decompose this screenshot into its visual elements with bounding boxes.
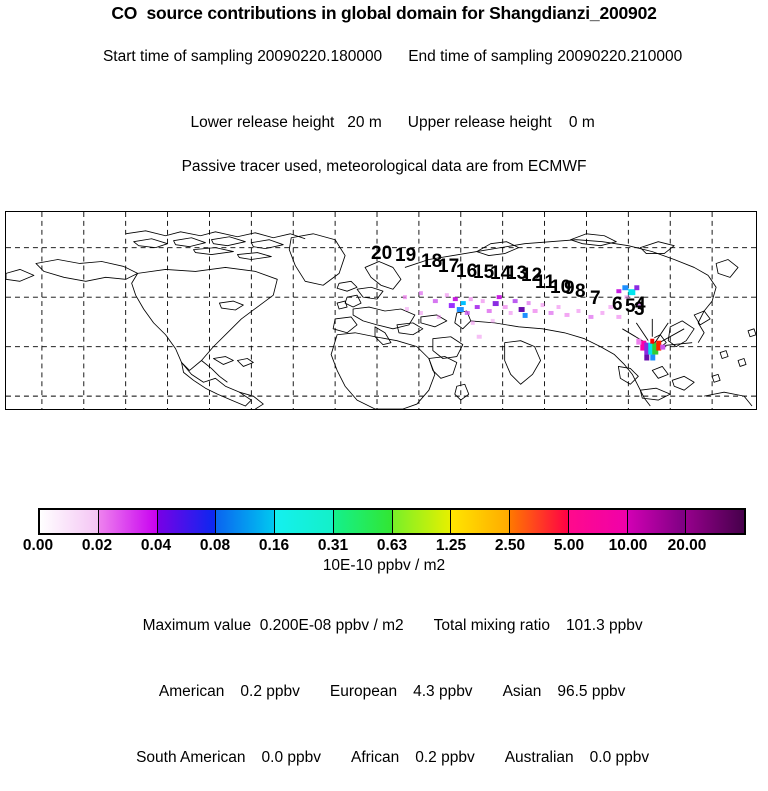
end-time-value: 20090220.210000 bbox=[557, 48, 683, 65]
region-name-australian: Australian bbox=[504, 749, 574, 766]
region-name-european: European bbox=[329, 683, 398, 700]
colorbar-segment-5 bbox=[333, 510, 393, 533]
release-height-line: Lower release height 20 m Upper release h… bbox=[0, 90, 768, 156]
trajectory-hour-label-8: 8 bbox=[575, 281, 586, 302]
method-note: Passive tracer used, meteorological data… bbox=[181, 158, 587, 175]
colorbar-tick-2: 0.04 bbox=[140, 537, 172, 554]
maximum-value: 0.200E-08 ppbv / m2 bbox=[259, 617, 404, 634]
trajectory-hour-label-7: 7 bbox=[590, 288, 601, 309]
sampling-time-line: Start time of sampling 20090220.180000 En… bbox=[0, 24, 768, 90]
region-name-asian: Asian bbox=[502, 683, 542, 700]
colorbar-tick-7: 1.25 bbox=[435, 537, 467, 554]
trajectory-hour-label-4: 4 bbox=[635, 294, 646, 315]
colorbar-tick-3: 0.08 bbox=[199, 537, 231, 554]
region-value-asian: 96.5 ppbv bbox=[557, 683, 626, 700]
colorbar-tick-6: 0.63 bbox=[376, 537, 408, 554]
colorbar-segment-9 bbox=[568, 510, 628, 533]
coastlines bbox=[6, 230, 756, 409]
colorbar-container bbox=[38, 508, 746, 535]
trajectory-hour-label-13: 13 bbox=[506, 263, 528, 284]
global-map-panel: 20 19 18 17 16 15 14 13 12 11 10 9 8 7 6 5 4 3 bbox=[5, 211, 757, 410]
colorbar-tick-10: 10.00 bbox=[608, 537, 648, 554]
plume-footprint bbox=[402, 285, 642, 339]
upper-release-value: 0 m bbox=[568, 114, 595, 131]
colorbar-tick-5: 0.31 bbox=[317, 537, 349, 554]
colorbar-segment-0 bbox=[40, 510, 99, 533]
header-block: CO source contributions in global domain… bbox=[0, 0, 768, 178]
trajectory-hour-label-20: 20 bbox=[371, 243, 393, 264]
summary-line: Maximum value 0.200E-08 ppbv / m2 Total m… bbox=[0, 593, 768, 659]
page-title: CO source contributions in global domain… bbox=[111, 3, 657, 23]
trajectory-hour-label-9: 9 bbox=[564, 278, 575, 299]
trajectory-hour-label-17: 17 bbox=[438, 256, 460, 277]
region-name-american: American bbox=[158, 683, 225, 700]
colorbar-segment-6 bbox=[392, 510, 452, 533]
region-row-2: South American 0.0 ppbv African 0.2 ppbv Aus… bbox=[0, 725, 768, 791]
release-point-marker bbox=[622, 318, 693, 361]
colorbar-segment-7 bbox=[451, 510, 510, 533]
region-value-australian: 0.0 ppbv bbox=[589, 749, 650, 766]
colorbar-tick-1: 0.02 bbox=[81, 537, 113, 554]
lower-release-value: 20 m bbox=[347, 114, 382, 131]
upper-release-label: Upper release height bbox=[407, 114, 552, 131]
colorbar-unit-label: 10E-10 ppbv / m2 bbox=[322, 557, 446, 574]
trajectory-hour-label-12: 12 bbox=[521, 265, 543, 286]
colorbar-segment-4 bbox=[275, 510, 334, 533]
end-time-label: End time of sampling bbox=[408, 48, 553, 65]
colorbar-segment-1 bbox=[98, 510, 158, 533]
colorbar-segment-8 bbox=[510, 510, 569, 533]
region-value-south-american: 0.0 ppbv bbox=[261, 749, 321, 766]
colorbar-segment-2 bbox=[157, 510, 217, 533]
start-time-value: 20090220.180000 bbox=[257, 48, 383, 65]
trajectory-hour-label-15: 15 bbox=[473, 262, 495, 283]
colorbar-tick-11: 20.00 bbox=[667, 537, 707, 554]
region-value-african: 0.2 ppbv bbox=[415, 749, 475, 766]
region-row-1: American 0.2 ppbv European 4.3 ppbv Asian 96.… bbox=[0, 659, 768, 725]
region-value-european: 4.3 ppbv bbox=[413, 683, 473, 700]
colorbar-tick-labels: 0.00 0.02 0.04 0.08 0.16 0.31 0.63 1.25 2.50 5.00… bbox=[0, 537, 768, 557]
world-map-svg bbox=[6, 212, 756, 409]
trajectory-hour-label-19: 19 bbox=[395, 245, 417, 266]
trajectory-hour-label-18: 18 bbox=[421, 251, 443, 272]
trajectory-hour-label-11: 11 bbox=[535, 272, 556, 293]
trajectory-hour-label-14: 14 bbox=[490, 263, 512, 284]
statistics-block: Maximum value 0.200E-08 ppbv / m2 Total m… bbox=[0, 593, 768, 791]
trajectory-hour-label-10: 10 bbox=[550, 277, 572, 298]
trajectory-hour-label-6: 6 bbox=[612, 294, 623, 315]
colorbar-segment-11 bbox=[686, 510, 744, 533]
trajectory-hour-label-3: 3 bbox=[634, 299, 645, 320]
maximum-value-label: Maximum value bbox=[142, 617, 252, 634]
total-mixing-ratio-value: 101.3 ppbv bbox=[565, 617, 643, 634]
colorbar-tick-4: 0.16 bbox=[258, 537, 290, 554]
trajectory-hour-label-5: 5 bbox=[625, 296, 636, 317]
colorbar-tick-8: 2.50 bbox=[494, 537, 526, 554]
colorbar bbox=[38, 508, 746, 535]
trajectory-hour-label-16: 16 bbox=[456, 261, 478, 282]
region-value-american: 0.2 ppbv bbox=[240, 683, 300, 700]
colorbar-tick-0: 0.00 bbox=[22, 537, 54, 554]
colorbar-tick-9: 5.00 bbox=[553, 537, 585, 554]
total-mixing-ratio-label: Total mixing ratio bbox=[433, 617, 550, 634]
region-name-south-american: South American bbox=[136, 749, 246, 766]
colorbar-segment-10 bbox=[627, 510, 687, 533]
region-name-african: African bbox=[351, 749, 400, 766]
start-time-label: Start time of sampling bbox=[102, 48, 253, 65]
colorbar-segment-3 bbox=[216, 510, 275, 533]
lower-release-label: Lower release height bbox=[190, 114, 335, 131]
